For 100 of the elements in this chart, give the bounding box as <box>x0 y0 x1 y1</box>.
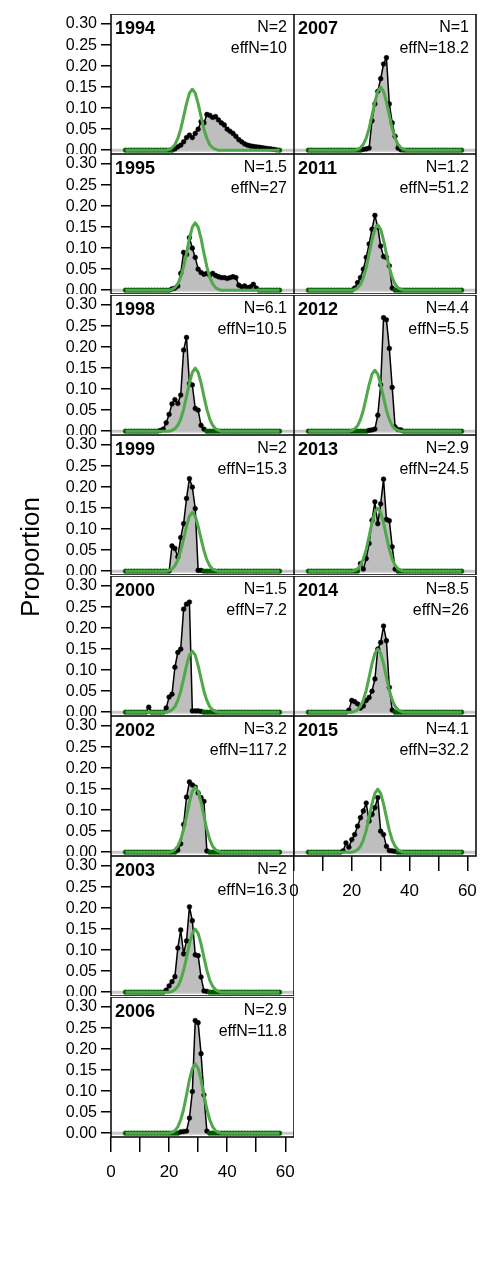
y-tick-label: 0.30 <box>65 997 98 1015</box>
annotation: N=1.5 <box>243 158 288 175</box>
y-tick-label: 0.15 <box>65 498 98 516</box>
annotation: effN=11.8 <box>218 1022 288 1039</box>
y-tick-label: 0.25 <box>65 456 98 474</box>
y-tick-label: 0.10 <box>65 1081 98 1099</box>
y-tick-label: 0.20 <box>65 337 98 355</box>
annotation: N=2 <box>257 860 288 877</box>
annotation: effN=16.3 <box>217 881 288 898</box>
y-tick-label: 0.25 <box>65 1018 98 1036</box>
annotation: N=2.9 <box>425 439 470 456</box>
y-tick-label: 0.20 <box>65 898 98 916</box>
annotation: effN=7.2 <box>226 601 288 618</box>
y-tick-label: 0.30 <box>65 435 98 453</box>
y-tick-label: 0.20 <box>65 477 98 495</box>
annotation: N=6.1 <box>243 299 288 316</box>
y-tick-label: 0.25 <box>65 316 98 334</box>
y-tick-label: 0.10 <box>65 660 98 678</box>
y-tick-label: 0.15 <box>65 919 98 937</box>
y-tick-label: 0.25 <box>65 877 98 895</box>
annotation: effN=51.2 <box>399 179 470 196</box>
annotation: N=8.5 <box>425 580 470 597</box>
annotation: effN=18.2 <box>399 39 470 56</box>
annotation: effN=15.3 <box>217 460 288 477</box>
x-tick-label: 20 <box>342 880 362 900</box>
annotation: N=1.2 <box>425 158 470 175</box>
y-tick-label: 0.20 <box>65 618 98 636</box>
annotation: N=3.2 <box>243 720 288 737</box>
annotation: effN=32.2 <box>399 741 470 758</box>
x-tick-label: 60 <box>457 880 477 900</box>
chart-title: 2014 <box>298 580 339 600</box>
x-tick-label: 20 <box>159 1161 179 1181</box>
y-tick-label: 0.20 <box>65 56 98 74</box>
y-tick-label: 0.15 <box>65 77 98 95</box>
y-tick-label: 0.15 <box>65 779 98 797</box>
y-axis-title: Proportion <box>14 497 46 617</box>
y-tick-label: 0.05 <box>65 540 98 558</box>
y-tick-label: 0.05 <box>65 259 98 277</box>
chart-title: 2011 <box>298 158 338 178</box>
y-tick-label: 0.15 <box>65 358 98 376</box>
annotation: N=1 <box>439 18 470 35</box>
y-tick-label: 0.20 <box>65 758 98 776</box>
y-tick-label: 0.20 <box>65 1039 98 1057</box>
chart-title: 1994 <box>115 18 156 38</box>
annotation: N=2 <box>257 439 288 456</box>
annotation: effN=5.5 <box>408 320 470 337</box>
y-tick-label: 0.25 <box>65 597 98 615</box>
y-tick-label: 0.00 <box>65 982 98 1000</box>
y-tick-label: 0.15 <box>65 217 98 235</box>
x-tick-label: 0 <box>106 1161 116 1181</box>
annotation: effN=24.5 <box>399 460 470 477</box>
y-tick-label: 0.05 <box>65 119 98 137</box>
chart-title: 2015 <box>298 720 339 740</box>
annotation: N=2 <box>257 18 288 35</box>
y-tick-label: 0.05 <box>65 681 98 699</box>
y-tick-label: 0.30 <box>65 154 98 172</box>
y-tick-label: 0.10 <box>65 98 98 116</box>
y-tick-label: 0.10 <box>65 800 98 818</box>
y-tick-label: 0.30 <box>65 576 98 594</box>
annotation: effN=10 <box>230 39 288 56</box>
annotation: effN=26 <box>412 601 470 618</box>
chart-title: 1995 <box>115 158 156 178</box>
y-tick-label: 0.00 <box>65 1123 98 1141</box>
y-tick-label: 0.30 <box>65 14 98 32</box>
chart-title: 2003 <box>115 860 156 880</box>
y-tick-label: 0.20 <box>65 196 98 214</box>
y-tick-label: 0.10 <box>65 940 98 958</box>
y-tick-label: 0.05 <box>65 961 98 979</box>
y-tick-label: 0.30 <box>65 295 98 313</box>
y-tick-label: 0.05 <box>65 821 98 839</box>
annotation: N=2.9 <box>243 1001 288 1018</box>
y-tick-label: 0.30 <box>65 716 98 734</box>
chart-title: 2002 <box>115 720 156 740</box>
y-tick-label: 0.10 <box>65 238 98 256</box>
x-tick-label: 40 <box>217 1161 237 1181</box>
chart-title: 2007 <box>298 18 339 38</box>
x-tick-label: 40 <box>400 880 420 900</box>
y-tick-label: 0.25 <box>65 175 98 193</box>
annotation: N=4.1 <box>425 720 470 737</box>
annotation: effN=117.2 <box>209 741 288 758</box>
chart-title: 2006 <box>115 1001 156 1021</box>
y-tick-label: 0.25 <box>65 35 98 53</box>
y-tick-label: 0.10 <box>65 379 98 397</box>
annotation: N=1.5 <box>243 580 288 597</box>
y-tick-label: 0.10 <box>65 519 98 537</box>
y-tick-label: 0.05 <box>65 1102 98 1120</box>
x-tick-label: 60 <box>275 1161 295 1181</box>
annotation: N=4.4 <box>425 299 470 316</box>
y-tick-label: 0.15 <box>65 639 98 657</box>
y-tick-label: 0.05 <box>65 400 98 418</box>
y-tick-label: 0.00 <box>65 280 98 298</box>
chart-title: 1999 <box>115 439 156 459</box>
annotation: effN=10.5 <box>217 320 288 337</box>
y-tick-label: 0.15 <box>65 1060 98 1078</box>
annotation: effN=27 <box>230 179 288 196</box>
y-tick-label: 0.30 <box>65 856 98 874</box>
chart-title: 2000 <box>115 580 156 600</box>
y-tick-label: 0.00 <box>65 561 98 579</box>
chart-title: 2013 <box>298 439 339 459</box>
y-tick-label: 0.25 <box>65 737 98 755</box>
